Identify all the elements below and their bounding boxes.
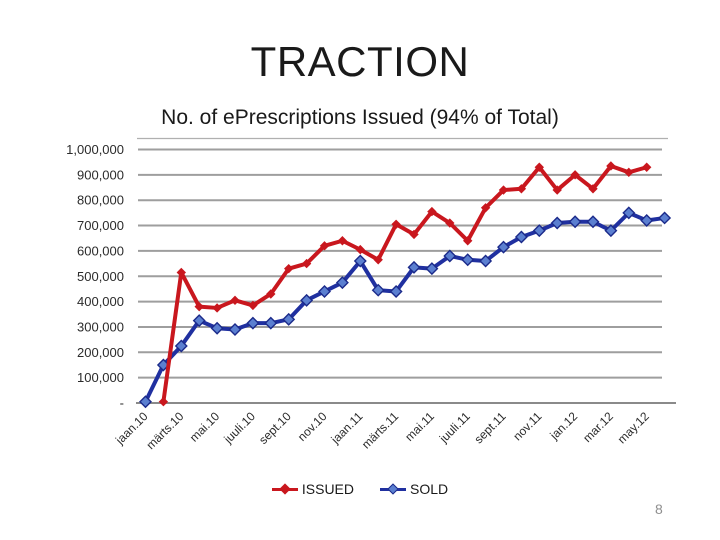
issued-data-point bbox=[552, 185, 562, 195]
issued-data-point bbox=[337, 236, 348, 246]
issued-data-point bbox=[516, 184, 527, 194]
x-axis-tick-label: juuli.10 bbox=[221, 409, 259, 447]
issued-data-point bbox=[534, 162, 544, 172]
x-axis-tick-label: nov.10 bbox=[295, 409, 330, 444]
slide-title: TRACTION bbox=[250, 38, 470, 85]
sold-data-point bbox=[282, 312, 296, 326]
x-axis-tick-label: jan.12 bbox=[546, 409, 580, 443]
y-axis-tick-label: 600,000 bbox=[77, 243, 124, 258]
issued-data-point bbox=[176, 267, 186, 278]
sold-data-point bbox=[353, 254, 367, 268]
chart-legend: ISSUED SOLD bbox=[0, 481, 720, 497]
issued-data-point bbox=[463, 236, 473, 246]
issued-series-marker-icon bbox=[271, 482, 298, 495]
sold-data-point bbox=[604, 224, 618, 238]
issued-data-point bbox=[606, 161, 616, 171]
slide-page-number: 8 bbox=[655, 501, 663, 517]
sold-data-point bbox=[389, 284, 403, 298]
issued-data-point bbox=[391, 219, 401, 229]
issued-series-line bbox=[161, 163, 649, 404]
y-axis-tick-label: 400,000 bbox=[77, 294, 124, 309]
sold-series-marker-icon bbox=[380, 482, 406, 495]
sold-data-point bbox=[407, 260, 421, 274]
issued-data-point bbox=[212, 303, 222, 313]
issued-data-point bbox=[194, 301, 204, 312]
sold-data-point bbox=[514, 230, 528, 244]
legend-label-sold: SOLD bbox=[410, 481, 449, 497]
legend-item-sold: SOLD bbox=[380, 481, 448, 497]
issued-data-point bbox=[642, 162, 652, 172]
sold-data-point bbox=[658, 211, 672, 225]
y-axis-tick-label: 1,000,000 bbox=[66, 142, 124, 157]
issued-data-point bbox=[570, 170, 580, 180]
sold-data-point bbox=[550, 216, 564, 230]
x-axis-tick-label: may.12 bbox=[615, 409, 652, 446]
sold-data-point bbox=[568, 215, 582, 229]
sold-data-point bbox=[210, 321, 224, 335]
x-axis-tick-label: märts.11 bbox=[359, 409, 402, 452]
sold-data-point bbox=[640, 213, 654, 227]
sold-data-point bbox=[264, 316, 278, 330]
y-axis-tick-label: 700,000 bbox=[77, 218, 124, 233]
sold-data-point bbox=[246, 316, 260, 330]
sold-data-point bbox=[461, 253, 475, 267]
issued-data-point bbox=[445, 218, 455, 228]
issued-data-point bbox=[427, 206, 437, 217]
issued-data-point bbox=[230, 295, 240, 306]
issued-data-point bbox=[248, 300, 258, 311]
sold-data-point bbox=[425, 262, 439, 276]
x-axis-tick-label: mar.12 bbox=[580, 409, 616, 445]
legend-label-issued: ISSUED bbox=[301, 481, 354, 497]
x-axis-tick-label: sept.11 bbox=[472, 409, 509, 446]
sold-data-point bbox=[622, 206, 636, 220]
y-axis-tick-label: 800,000 bbox=[77, 193, 124, 208]
x-axis-tick-label: nov.11 bbox=[510, 409, 544, 443]
x-axis-tick-label: mai.11 bbox=[402, 409, 437, 444]
chart-title: No. of ePrescriptions Issued (94% of Tot… bbox=[161, 106, 559, 129]
sold-data-point bbox=[174, 339, 188, 353]
y-axis-tick-label: 200,000 bbox=[77, 345, 124, 360]
sold-data-point bbox=[192, 314, 206, 328]
x-axis-tick-label: juuli.11 bbox=[436, 409, 473, 446]
y-axis-tick-label: 100,000 bbox=[77, 370, 124, 385]
sold-data-point bbox=[318, 284, 331, 298]
issued-data-point bbox=[158, 397, 169, 407]
sold-data-point bbox=[300, 293, 314, 307]
issued-data-point bbox=[373, 255, 383, 265]
issued-data-point bbox=[319, 241, 330, 251]
issued-data-point bbox=[588, 184, 598, 194]
issued-data-point bbox=[355, 244, 365, 255]
x-axis-tick-label: mai.10 bbox=[187, 409, 223, 445]
y-axis-tick-label: 500,000 bbox=[77, 269, 124, 284]
sold-data-point bbox=[228, 322, 242, 336]
x-axis-tick-label: märts.10 bbox=[144, 409, 187, 452]
x-axis-tick-label: sept.10 bbox=[256, 409, 294, 447]
sold-data-point bbox=[335, 276, 349, 290]
sold-data-point bbox=[497, 240, 510, 254]
sold-data-point bbox=[443, 249, 457, 263]
issued-data-point bbox=[409, 229, 419, 240]
issued-data-point bbox=[301, 258, 312, 269]
y-axis-tick-label: 300,000 bbox=[77, 319, 124, 334]
legend-item-issued: ISSUED bbox=[271, 481, 354, 497]
y-axis-tick-label: - bbox=[120, 396, 124, 411]
sold-data-point bbox=[532, 224, 546, 238]
issued-data-point bbox=[284, 263, 294, 274]
sold-data-point bbox=[586, 215, 600, 229]
sold-data-point bbox=[371, 283, 385, 297]
y-axis-tick-label: 900,000 bbox=[77, 167, 124, 182]
issued-data-point bbox=[498, 185, 509, 195]
issued-data-point bbox=[266, 289, 276, 299]
issued-data-point bbox=[624, 167, 634, 178]
sold-data-point bbox=[139, 395, 152, 409]
sold-data-point bbox=[479, 254, 493, 268]
issued-data-point bbox=[480, 203, 491, 213]
